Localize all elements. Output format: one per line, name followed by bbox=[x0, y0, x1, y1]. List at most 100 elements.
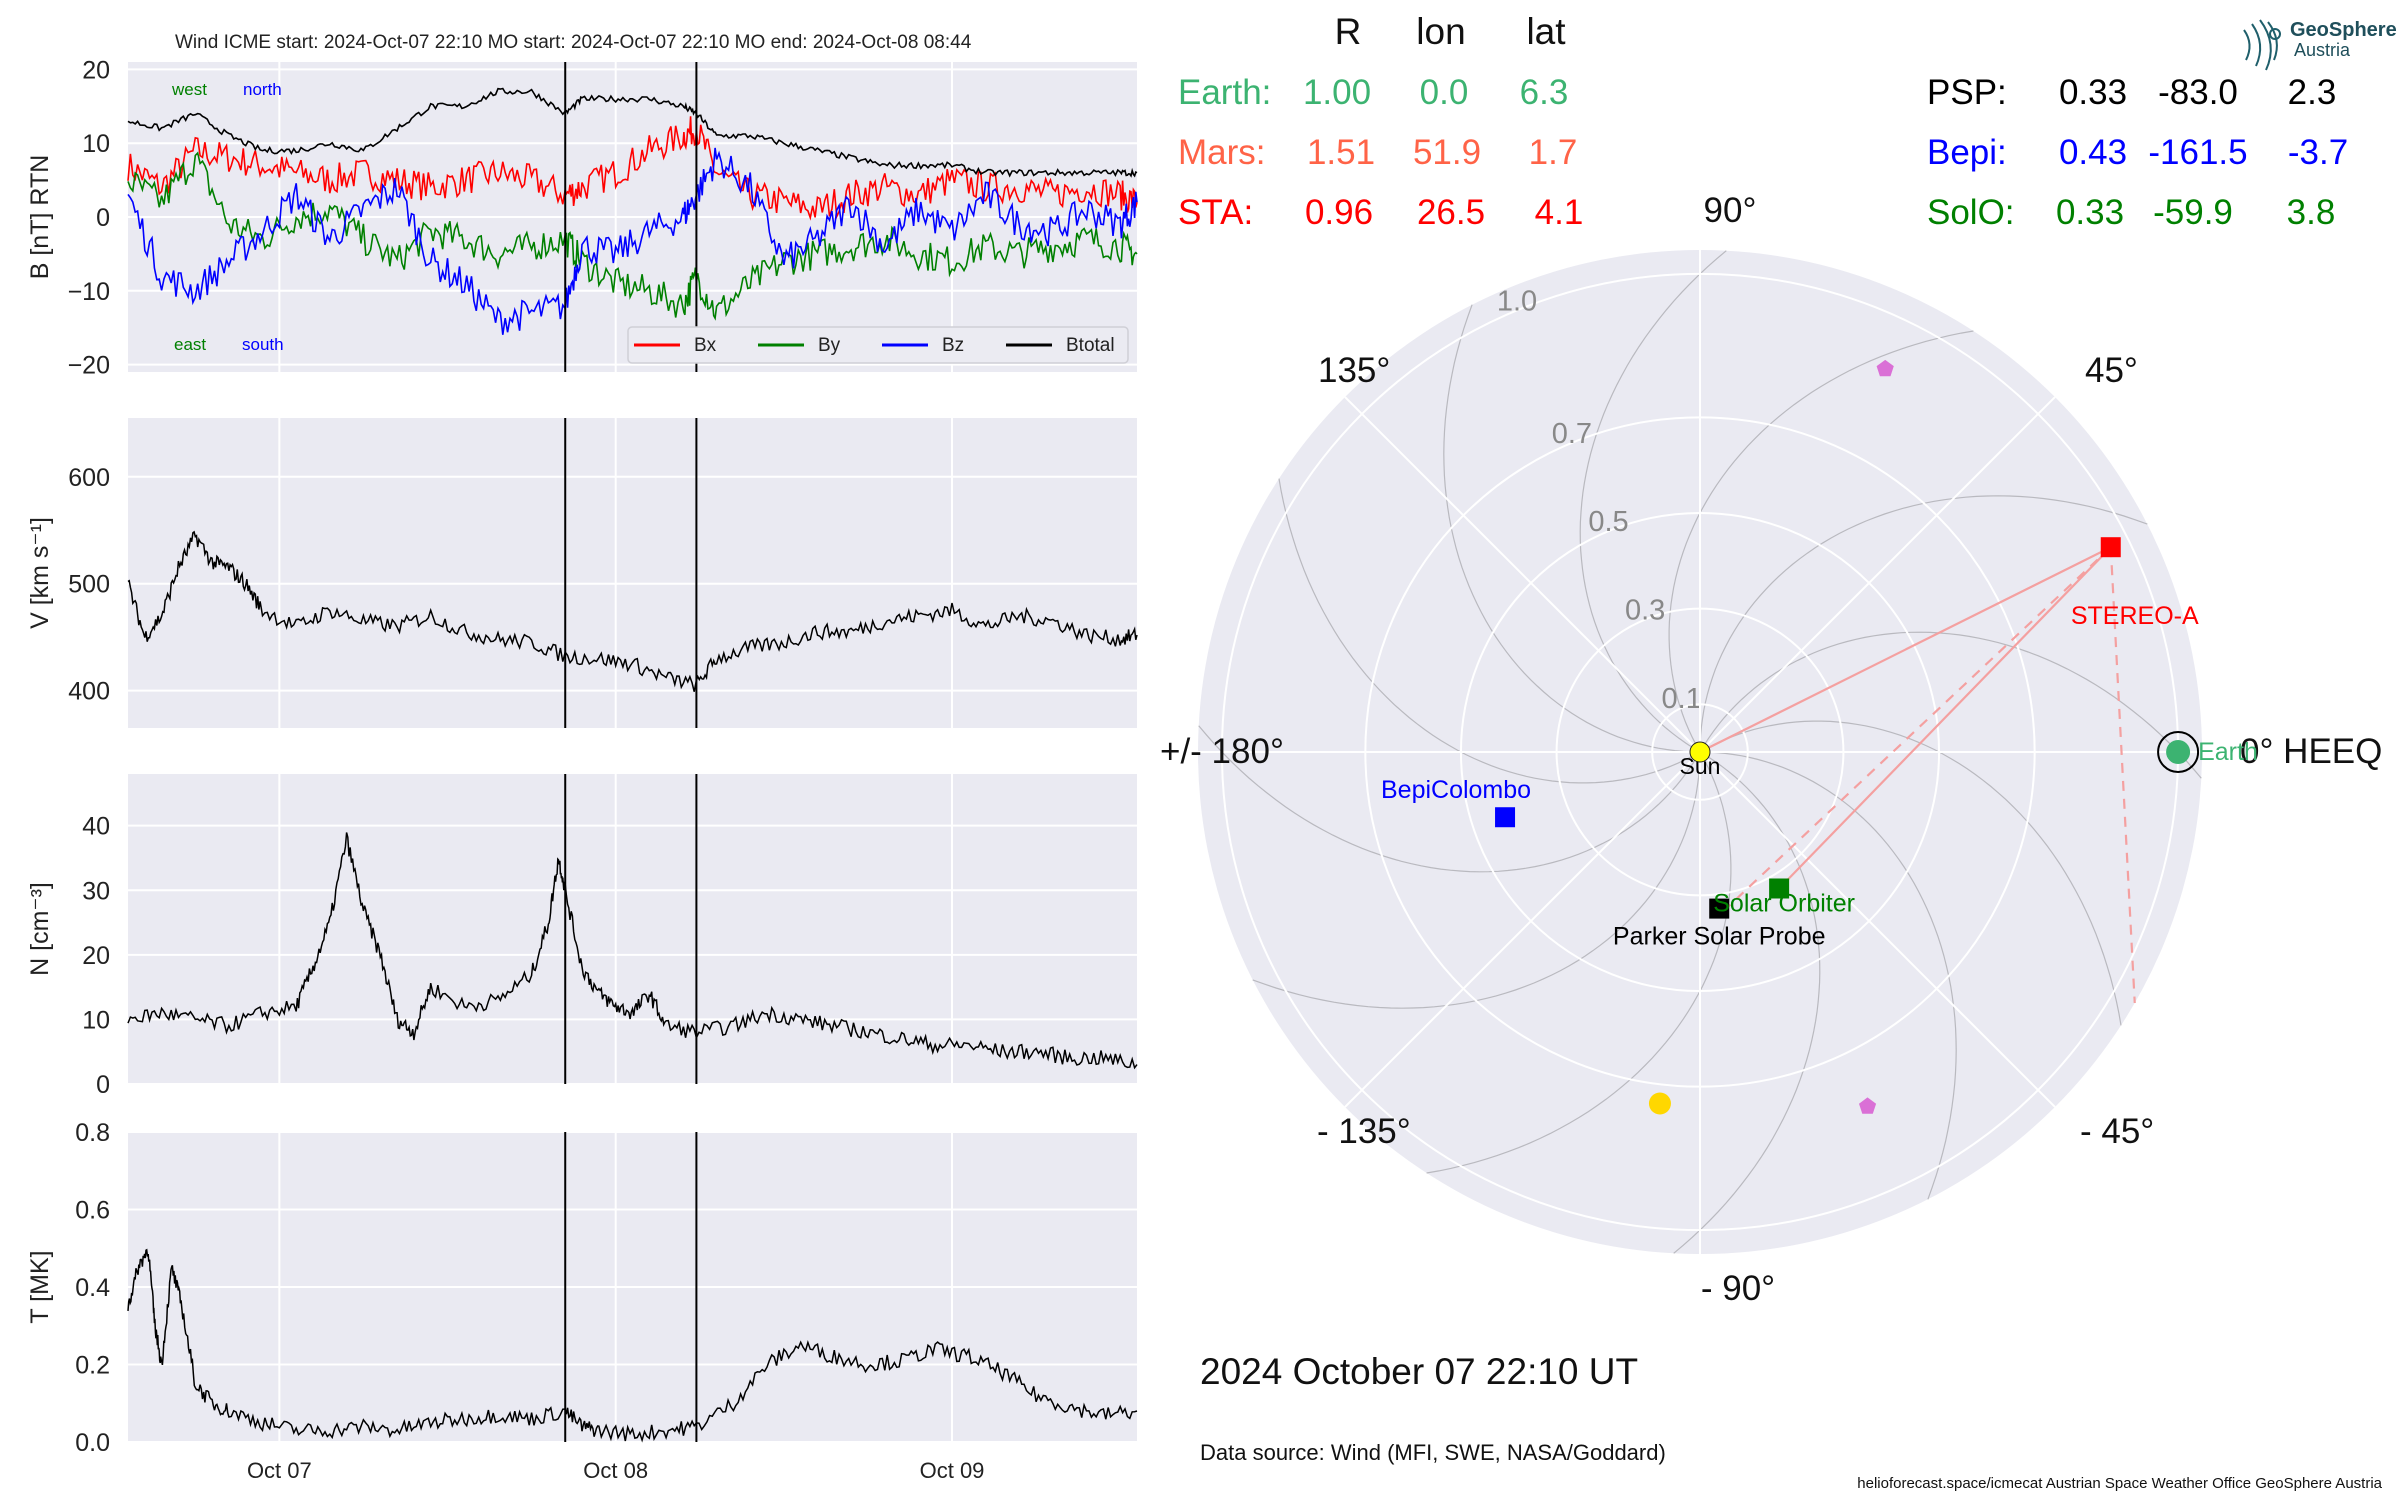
sta-r: 0.96 bbox=[1305, 193, 1373, 232]
angle-label: - 135° bbox=[1317, 1112, 1411, 1151]
legend-bz: Bz bbox=[942, 335, 964, 356]
parker-spiral bbox=[1673, 751, 1821, 1254]
y-tick-label: 0.8 bbox=[75, 1119, 110, 1147]
angle-label: +/- 180° bbox=[1160, 732, 1284, 771]
radial-tick-label: 0.5 bbox=[1588, 506, 1628, 538]
solo-r: 0.33 bbox=[2056, 193, 2124, 232]
panel-magnetic-field: 20 10 0 −10 −20 B [nT] RTN bbox=[26, 56, 1138, 380]
x-tick-label: Oct 09 bbox=[920, 1458, 985, 1483]
legend-btotal: Btotal bbox=[1066, 335, 1115, 356]
panel-speed: 600 500 400 V [km s⁻¹] bbox=[26, 418, 1138, 728]
mars-lat: 1.7 bbox=[1529, 133, 1578, 172]
sta-lat: 4.1 bbox=[1535, 193, 1584, 232]
mars-r: 1.51 bbox=[1307, 133, 1375, 172]
y-axis-label: B [nT] RTN bbox=[26, 155, 54, 280]
sta-lon: 26.5 bbox=[1417, 193, 1485, 232]
y-tick-label: 0.6 bbox=[75, 1197, 110, 1225]
solo-plot-label: Solar Orbiter bbox=[1713, 889, 1855, 917]
y-tick-label: 20 bbox=[82, 56, 110, 84]
table-header-r: R bbox=[1335, 11, 1362, 52]
parker-spiral bbox=[1699, 720, 2122, 1026]
position-table: R lon lat Earth: 1.00 0.0 6.3 Mars: 1.51… bbox=[1178, 11, 2348, 232]
y-tick-label: 20 bbox=[82, 942, 110, 970]
earth-marker bbox=[2166, 740, 2191, 764]
sun-label: Sun bbox=[1680, 753, 1721, 779]
comet-marker bbox=[1859, 1097, 1877, 1114]
radial-tick-label: 0.1 bbox=[1662, 683, 1702, 715]
legend-bx: Bx bbox=[694, 335, 717, 356]
comet-marker bbox=[1876, 359, 1894, 377]
radial-tick-label: 0.7 bbox=[1552, 418, 1592, 450]
earth-name: Earth: bbox=[1178, 73, 1271, 112]
y-axis-label: N [cm⁻³] bbox=[26, 882, 54, 976]
mars-name: Mars: bbox=[1178, 133, 1266, 172]
polar-position-plot: 0.1 0.3 0.5 0.7 1.0 0° HEEQ 45° 90° 135° +/- 180°… bbox=[1160, 191, 2382, 1308]
y-tick-label: 10 bbox=[82, 130, 110, 158]
y-axis-label: V [km s⁻¹] bbox=[26, 517, 54, 629]
x-tick-label: Oct 07 bbox=[247, 1458, 312, 1483]
y-tick-label: 0.4 bbox=[75, 1274, 110, 1302]
footer-credits: helioforecast.space/icmecat Austrian Spa… bbox=[1857, 1475, 2382, 1492]
psp-r: 0.33 bbox=[2059, 73, 2127, 112]
parker-spiral bbox=[1699, 495, 2148, 753]
solo-lon: -59.9 bbox=[2153, 193, 2233, 232]
planet-marker bbox=[1648, 1092, 1671, 1115]
logo-line2: Austria bbox=[2294, 40, 2351, 60]
angle-grid-line bbox=[1699, 751, 2056, 1108]
y-axis-label: T [MK] bbox=[26, 1250, 54, 1323]
bepi-r: 0.43 bbox=[2059, 133, 2127, 172]
earth-ring bbox=[2157, 731, 2200, 773]
angle-label: 135° bbox=[1318, 351, 1390, 390]
y-tick-label: −10 bbox=[68, 278, 110, 306]
bepi-lat: -3.7 bbox=[2288, 133, 2348, 172]
solo-name: SolO: bbox=[1927, 193, 2015, 232]
stereo-a-connection-line bbox=[1778, 546, 2112, 890]
sta-marker bbox=[2100, 537, 2121, 558]
earth-lat: 6.3 bbox=[1520, 73, 1569, 112]
y-tick-label: 0 bbox=[96, 1071, 110, 1099]
angle-label: 90° bbox=[1704, 191, 1757, 230]
sta-plot-label: STEREO-A bbox=[2071, 602, 2199, 630]
logo-line1: GeoSphere bbox=[2290, 19, 2397, 41]
legend: Bx By Bz Btotal bbox=[627, 326, 1129, 364]
parker-spiral bbox=[1699, 631, 2202, 779]
sta-name: STA: bbox=[1178, 193, 1253, 232]
parker-spiral bbox=[1278, 478, 1701, 784]
stereo-a-connection-line bbox=[1726, 546, 2112, 909]
parker-spiral bbox=[1579, 250, 1727, 753]
y-tick-label: 30 bbox=[82, 877, 110, 905]
annotation-north: north bbox=[243, 80, 282, 99]
psp-lon: -83.0 bbox=[2158, 73, 2238, 112]
parker-spiral bbox=[1198, 725, 1701, 873]
radial-tick-label: 1.0 bbox=[1497, 285, 1537, 317]
parker-spiral bbox=[1668, 330, 1974, 753]
psp-name: PSP: bbox=[1927, 73, 2007, 112]
panel-background bbox=[128, 418, 1137, 728]
parker-spiral bbox=[1252, 751, 1701, 1009]
bepi-marker bbox=[1495, 807, 1516, 828]
parker-spiral bbox=[1426, 751, 1732, 1174]
series-line-btotal bbox=[127, 87, 1138, 178]
mars-lon: 51.9 bbox=[1413, 133, 1481, 172]
series-line-bz bbox=[127, 147, 1138, 335]
series-line-t bbox=[127, 1248, 1138, 1443]
y-tick-label: −20 bbox=[68, 352, 110, 380]
psp-lat: 2.3 bbox=[2288, 73, 2337, 112]
table-header-lon: lon bbox=[1416, 11, 1465, 52]
angle-grid-line bbox=[1344, 751, 1701, 1108]
y-tick-label: 500 bbox=[68, 571, 110, 599]
bepi-lon: -161.5 bbox=[2148, 133, 2247, 172]
psp-marker bbox=[1709, 898, 1730, 919]
y-tick-label: 0.2 bbox=[75, 1352, 110, 1380]
y-tick-label: 0.0 bbox=[75, 1429, 110, 1457]
earth-lon: 0.0 bbox=[1420, 73, 1469, 112]
psp-plot-label: Parker Solar Probe bbox=[1613, 923, 1826, 951]
bepi-name: Bepi: bbox=[1927, 133, 2007, 172]
angle-label: 45° bbox=[2085, 351, 2138, 390]
geosphere-logo-icon bbox=[2243, 19, 2281, 71]
geosphere-logo: GeoSphere Austria bbox=[2243, 19, 2397, 71]
y-tick-label: 400 bbox=[68, 678, 110, 706]
radial-tick-label: 0.3 bbox=[1625, 594, 1665, 626]
angle-grid-line bbox=[1699, 396, 2056, 753]
